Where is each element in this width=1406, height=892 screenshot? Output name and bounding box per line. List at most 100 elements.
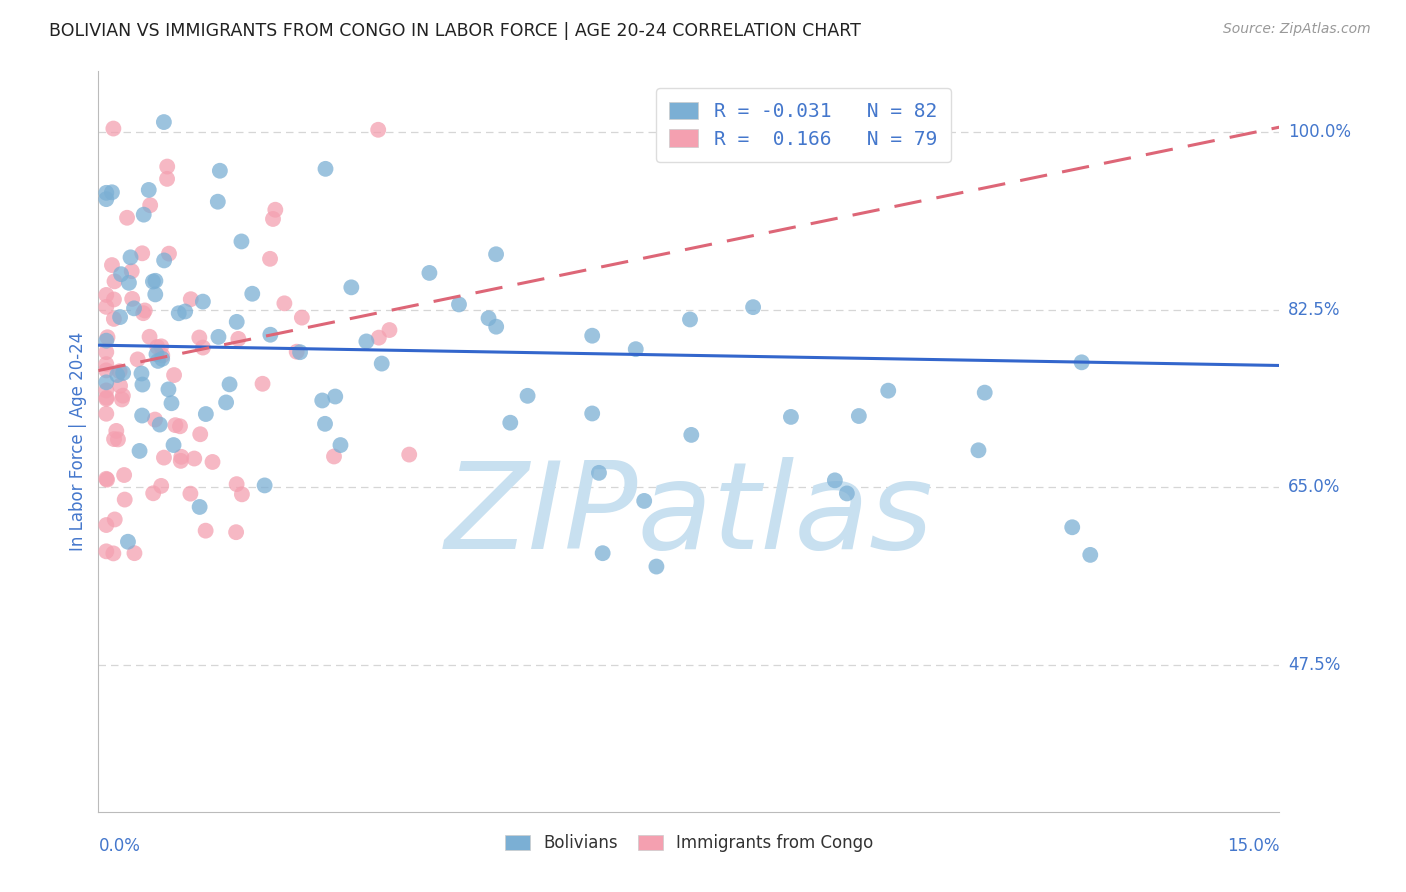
Point: [96, 407, 118, 421]
Point: [447, 297, 470, 311]
Text: 65.0%: 65.0%: [1288, 478, 1340, 496]
Point: [101, 186, 124, 200]
Point: [96, 518, 118, 533]
Point: [356, 334, 378, 349]
Point: [103, 274, 125, 288]
Legend: Bolivians, Immigrants from Congo: Bolivians, Immigrants from Congo: [498, 828, 880, 859]
Point: [124, 546, 146, 560]
Point: [153, 450, 176, 465]
Point: [370, 357, 392, 371]
Point: [111, 392, 134, 407]
Point: [96, 376, 118, 390]
Point: [96, 300, 118, 314]
Point: [165, 418, 187, 433]
Point: [967, 443, 990, 458]
Point: [138, 330, 160, 344]
Text: 82.5%: 82.5%: [1288, 301, 1340, 318]
Point: [191, 294, 214, 309]
Point: [1070, 355, 1092, 369]
Point: [160, 396, 183, 410]
Point: [120, 250, 142, 264]
Point: [225, 315, 247, 329]
Point: [103, 312, 125, 326]
Point: [378, 323, 401, 337]
Point: [485, 319, 508, 334]
Point: [103, 432, 125, 446]
Point: [398, 448, 420, 462]
Point: [153, 253, 176, 268]
Point: [218, 377, 240, 392]
Point: [633, 494, 655, 508]
Point: [516, 389, 538, 403]
Point: [742, 300, 765, 314]
Point: [96, 330, 118, 344]
Point: [134, 303, 156, 318]
Point: [142, 486, 165, 500]
Point: [499, 416, 522, 430]
Point: [624, 342, 647, 356]
Point: [285, 344, 308, 359]
Point: [150, 479, 173, 493]
Point: [139, 198, 162, 212]
Point: [96, 392, 118, 406]
Point: [315, 161, 337, 176]
Point: [240, 286, 263, 301]
Point: [1078, 548, 1101, 562]
Point: [681, 428, 703, 442]
Point: [225, 477, 247, 491]
Point: [96, 544, 118, 558]
Point: [367, 331, 389, 345]
Point: [112, 366, 135, 380]
Point: [145, 274, 167, 288]
Point: [169, 419, 191, 434]
Point: [115, 211, 138, 225]
Point: [418, 266, 440, 280]
Point: [323, 450, 346, 464]
Point: [96, 363, 118, 377]
Point: [273, 296, 295, 310]
Point: [110, 267, 132, 281]
Point: [231, 235, 253, 249]
Point: [103, 293, 125, 307]
Point: [191, 341, 214, 355]
Point: [96, 384, 118, 398]
Point: [340, 280, 363, 294]
Point: [262, 211, 284, 226]
Text: 0.0%: 0.0%: [98, 837, 141, 855]
Point: [149, 417, 172, 432]
Text: ZIPatlas: ZIPatlas: [444, 457, 934, 574]
Point: [174, 304, 197, 318]
Point: [259, 327, 281, 342]
Point: [145, 347, 167, 361]
Text: Source: ZipAtlas.com: Source: ZipAtlas.com: [1223, 22, 1371, 37]
Point: [96, 192, 118, 206]
Point: [156, 160, 179, 174]
Point: [215, 395, 238, 409]
Point: [314, 417, 336, 431]
Point: [188, 500, 211, 514]
Point: [264, 202, 287, 217]
Point: [973, 385, 995, 400]
Point: [228, 332, 250, 346]
Point: [146, 340, 169, 354]
Point: [645, 559, 668, 574]
Point: [101, 258, 124, 272]
Point: [180, 292, 202, 306]
Point: [835, 486, 858, 500]
Point: [96, 345, 118, 359]
Point: [107, 433, 129, 447]
Point: [291, 310, 314, 325]
Point: [679, 312, 702, 326]
Text: 47.5%: 47.5%: [1288, 656, 1340, 673]
Point: [108, 310, 131, 324]
Point: [146, 354, 169, 368]
Point: [288, 345, 311, 359]
Point: [162, 438, 184, 452]
Point: [367, 122, 389, 136]
Point: [150, 351, 173, 366]
Point: [167, 306, 190, 320]
Point: [323, 390, 346, 404]
Point: [103, 546, 125, 560]
Point: [157, 246, 180, 260]
Point: [131, 246, 153, 260]
